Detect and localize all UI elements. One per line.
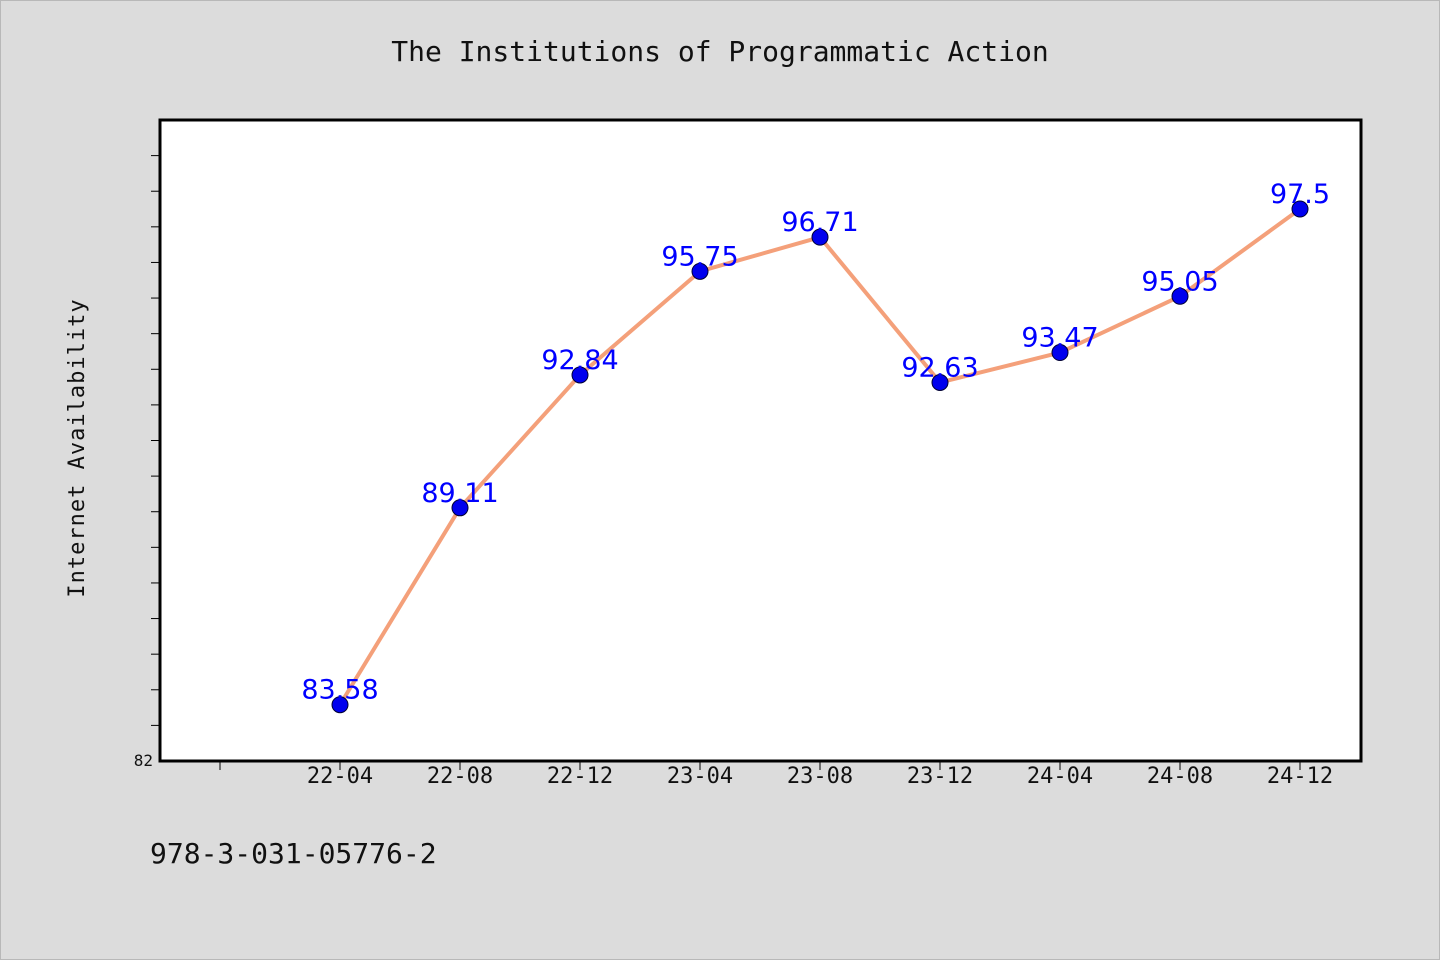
- data-label: 97.5: [1270, 179, 1330, 210]
- x-axis: 22-04 22-08 22-12 23-04 23-08 23-12 24-04 24-08…: [219, 761, 1333, 789]
- x-tick-label: 23-08: [787, 764, 853, 789]
- y-axis-label: Internet Availability: [65, 298, 90, 597]
- data-point: [1051, 344, 1069, 362]
- x-tick-label: 22-08: [427, 764, 493, 789]
- data-label: 95.05: [1141, 266, 1218, 297]
- data-point: [1291, 200, 1309, 218]
- chart-title: The Institutions of Programmatic Action: [391, 35, 1048, 68]
- plot-area: [158, 118, 1363, 763]
- isbn-footer: 978-3-031-05776-2: [150, 837, 437, 870]
- x-tick-label: 24-04: [1027, 764, 1093, 789]
- x-tick-label: 23-12: [907, 764, 973, 789]
- series-layer: 83.58 89.11 92.84 95.75 96.71 92.63 93.47 95.05…: [301, 179, 1330, 714]
- data-label: 95.75: [661, 241, 738, 272]
- y-tick-label-min: 82: [134, 751, 153, 770]
- x-tick-label: 24-12: [1267, 764, 1333, 789]
- y-axis-ticks: [151, 155, 160, 726]
- data-point: [331, 696, 349, 714]
- data-point: [451, 499, 469, 517]
- x-tick-label: 22-12: [547, 764, 613, 789]
- data-label: 92.63: [901, 352, 978, 383]
- x-tick-label: 24-08: [1147, 764, 1213, 789]
- data-point: [1171, 287, 1189, 305]
- data-label: 93.47: [1021, 323, 1098, 354]
- data-label: 89.11: [421, 478, 498, 509]
- x-tick-label: 23-04: [667, 764, 733, 789]
- data-label: 96.71: [781, 207, 858, 238]
- data-label: 83.58: [301, 675, 378, 706]
- data-point: [811, 228, 829, 246]
- data-point: [691, 262, 709, 280]
- data-point: [931, 373, 949, 391]
- data-point: [571, 366, 589, 384]
- x-tick-label: 22-04: [307, 764, 373, 789]
- data-label: 92.84: [541, 345, 618, 376]
